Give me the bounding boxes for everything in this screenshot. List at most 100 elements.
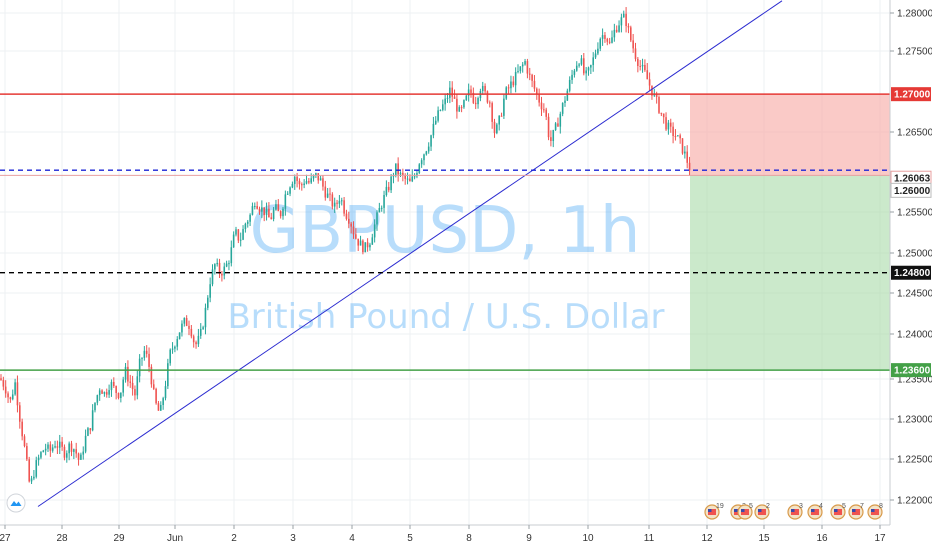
- candle: [94, 402, 96, 411]
- event-flag-icon[interactable]: 2: [754, 503, 770, 520]
- candle: [402, 172, 404, 176]
- candle: [329, 193, 331, 195]
- candles: [0, 7, 691, 485]
- time-axis[interactable]: 27 28 29 Jun 2 3 4 5 8 9 10 11 12 15 16 17: [0, 525, 886, 544]
- candle: [376, 212, 378, 225]
- event-flag-canton: [758, 509, 762, 512]
- candle: [345, 213, 348, 219]
- candle: [171, 348, 174, 350]
- price-tick-label: 1.25500: [897, 208, 932, 219]
- candle: [578, 64, 580, 66]
- candle: [239, 239, 242, 241]
- candle: [129, 381, 132, 383]
- event-flag-stripe: [871, 509, 879, 515]
- candle: [625, 13, 627, 27]
- candle: [543, 109, 545, 111]
- drawing-lines[interactable]: [0, 0, 890, 507]
- event-flag-canton: [708, 509, 712, 512]
- candle: [418, 164, 421, 173]
- candle: [380, 207, 383, 209]
- candle: [66, 453, 68, 458]
- event-flag-icon[interactable]: 8: [867, 503, 883, 520]
- candle: [298, 180, 301, 185]
- event-flag-icon[interactable]: 5: [830, 503, 846, 520]
- logo-mark: [10, 501, 22, 506]
- candle: [11, 394, 14, 400]
- candle: [383, 195, 385, 208]
- candle: [641, 64, 644, 67]
- event-flag-icon[interactable]: 5: [737, 503, 753, 520]
- price-tag-resistance: [891, 87, 931, 102]
- candle: [261, 207, 263, 212]
- candle: [686, 151, 688, 163]
- candle: [322, 178, 324, 187]
- candle: [282, 208, 284, 217]
- candle: [458, 107, 461, 112]
- candle: [371, 237, 374, 245]
- candle: [564, 100, 566, 103]
- candle: [519, 66, 522, 72]
- event-flag-canton: [791, 509, 795, 512]
- candle: [249, 214, 251, 222]
- candle: [176, 339, 179, 347]
- price-tag-black-dashed: [891, 265, 931, 280]
- candle: [190, 328, 193, 337]
- candle: [655, 93, 658, 97]
- candle: [550, 137, 552, 142]
- candle: [131, 382, 134, 390]
- candle: [101, 390, 103, 394]
- candle: [157, 403, 160, 411]
- candle: [587, 67, 590, 71]
- candle: [399, 172, 402, 175]
- watermark-symbol: GBPUSD, 1h: [250, 194, 641, 268]
- event-flag-icon[interactable]: 4: [807, 503, 823, 520]
- candle: [286, 193, 289, 195]
- candle: [192, 336, 195, 343]
- candle: [301, 184, 303, 186]
- candle: [214, 264, 216, 270]
- candle: [538, 93, 540, 103]
- candle: [688, 162, 691, 171]
- candle: [364, 242, 367, 253]
- candle: [684, 151, 686, 154]
- event-flag-icon[interactable]: 19: [704, 503, 724, 520]
- event-flag-canton: [834, 509, 838, 512]
- candle: [162, 398, 164, 406]
- stop-loss-zone[interactable]: [690, 94, 890, 176]
- grid: [0, 0, 890, 525]
- candle: [449, 87, 451, 98]
- candle: [491, 103, 493, 122]
- candle: [406, 178, 409, 180]
- candle: [395, 163, 397, 176]
- event-flag-icon[interactable]: 3: [787, 503, 803, 520]
- event-count: 7: [860, 503, 864, 510]
- price-axis[interactable]: 1.28000 1.27500 1.26500 1.25500 1.25000 1.245…: [890, 9, 932, 507]
- candle: [185, 318, 188, 326]
- ascending-trendline[interactable]: [37, 0, 783, 507]
- time-tick-label: 10: [582, 533, 594, 544]
- candle: [359, 240, 362, 246]
- event-count: 5: [749, 503, 753, 510]
- candle: [484, 85, 486, 92]
- economic-events[interactable]: 1935234578: [704, 503, 883, 520]
- price-tag-label: 1.26063: [894, 174, 931, 185]
- candle: [545, 109, 547, 117]
- candle: [152, 384, 155, 389]
- candle: [585, 70, 587, 74]
- candle: [409, 178, 411, 182]
- candle: [37, 457, 40, 461]
- candle: [444, 98, 446, 105]
- candle: [317, 173, 320, 181]
- candle: [279, 211, 282, 217]
- candle: [615, 29, 618, 32]
- candle: [289, 187, 291, 194]
- candle: [357, 238, 359, 246]
- candle: [28, 459, 30, 482]
- event-flag-icon[interactable]: 7: [848, 503, 864, 520]
- tradingview-cloud-icon[interactable]: [6, 493, 26, 513]
- candle: [199, 328, 202, 336]
- candle: [296, 176, 298, 181]
- candle: [183, 318, 186, 324]
